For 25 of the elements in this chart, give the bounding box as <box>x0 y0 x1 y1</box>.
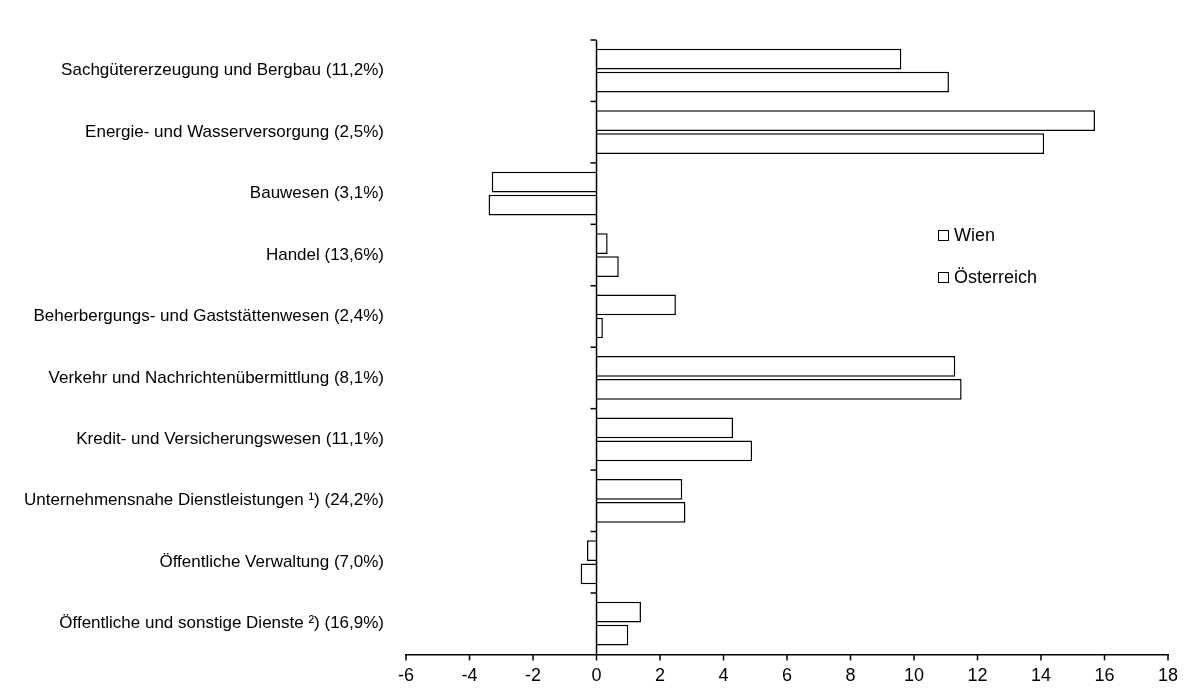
x-tick-label: 8 <box>845 665 856 686</box>
x-tick-label: -6 <box>398 665 415 686</box>
y-tick-label: Kredit- und Versicherungswesen (11,1%) <box>76 429 385 449</box>
x-tick-label: 14 <box>1030 665 1052 686</box>
x-tick-label: 0 <box>591 665 602 686</box>
text: Wien <box>954 224 996 246</box>
x-tick-label: 2 <box>655 665 666 686</box>
x-tick-label: 18 <box>1157 665 1179 686</box>
y-tick-label: Energie- und Wasserversorgung (2,5%) <box>85 121 385 141</box>
x-tick-label: -4 <box>461 665 478 686</box>
x-tick-label: 16 <box>1094 665 1115 686</box>
x-tick-label: 6 <box>782 665 793 686</box>
text: Österreich <box>954 266 1038 288</box>
y-tick-label: Beherbergungs- und Gaststättenwesen (2,4%) <box>33 306 385 326</box>
y-tick-label: Unternehmensnahe Dienstleistungen ¹) (24,2%) <box>24 490 385 510</box>
x-tick-label: 10 <box>903 665 925 686</box>
y-tick-label: Verkehr und Nachrichtenübermittlung (8,1%) <box>48 367 385 387</box>
y-tick-label: Öffentliche und sonstige Dienste ²) (16,9%) <box>59 613 385 633</box>
x-tick-label: 12 <box>967 665 988 686</box>
y-tick-label: Öffentliche Verwaltung (7,0%) <box>159 551 385 571</box>
y-tick-label: Bauwesen (3,1%) <box>249 183 385 203</box>
y-tick-label: Sachgütererzeugung und Bergbau (11,2%) <box>61 60 385 80</box>
x-tick-label: 4 <box>718 665 729 686</box>
x-tick-label: -2 <box>525 665 542 686</box>
y-tick-label: Handel (13,6%) <box>265 244 385 264</box>
